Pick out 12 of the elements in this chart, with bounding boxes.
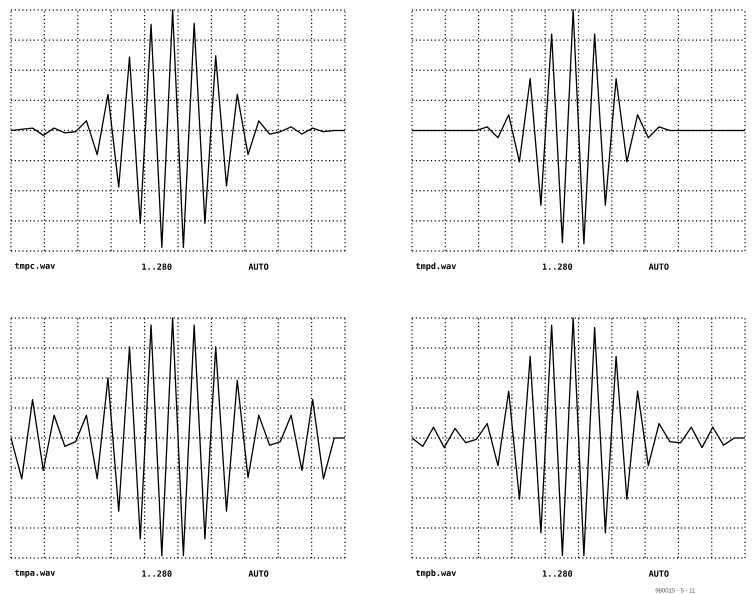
- text: tmpa.wav: [14, 570, 55, 578]
- text: tmpb.wav: [416, 570, 456, 578]
- text: AUTO: [648, 263, 669, 270]
- text: 1..280: [542, 570, 572, 577]
- text: 1..280: [142, 263, 172, 270]
- text: AUTO: [248, 570, 268, 577]
- text: 1..280: [142, 570, 172, 577]
- text: tmpd.wav: [416, 262, 456, 271]
- text: AUTO: [648, 570, 669, 577]
- text: 1..280: [542, 263, 572, 270]
- text: tmpc.wav: [14, 262, 55, 271]
- text: AUTO: [248, 263, 268, 270]
